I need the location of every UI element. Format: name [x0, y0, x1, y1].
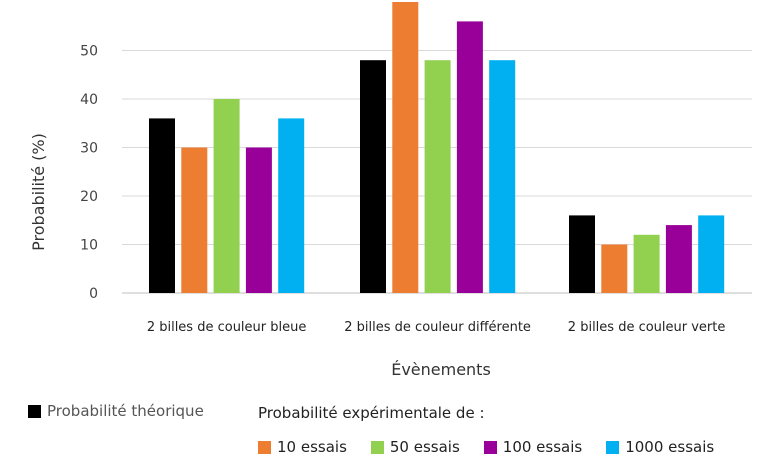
bar	[665, 225, 692, 293]
bar	[392, 2, 419, 293]
bar	[569, 215, 595, 293]
y-axis-title: Probabilité (%)	[29, 133, 48, 251]
bar	[278, 118, 305, 294]
y-tick-labels: 0 10 20 30 40 50	[80, 44, 98, 303]
y-tick-label: 20	[80, 189, 98, 205]
bar	[424, 60, 451, 294]
category-labels: 2 billes de couleur bleue 2 billes de cou…	[147, 320, 726, 335]
legend-swatch	[483, 440, 497, 454]
legend-swatch	[370, 440, 384, 454]
legend-title: Probabilité expérimentale de :	[258, 404, 485, 422]
legend-swatch	[606, 440, 620, 454]
legend-swatch	[258, 440, 271, 454]
bars	[149, 2, 725, 294]
bar	[601, 244, 628, 293]
legend-label: 10 essais	[277, 438, 347, 456]
legend-experimental-title: Probabilité expérimentale de :	[258, 404, 485, 422]
category-label: 2 billes de couleur différente	[344, 320, 531, 335]
legend-item-1000: 1000 essais	[606, 438, 714, 456]
x-axis-title: Évènements	[391, 360, 491, 379]
legend-swatch	[28, 404, 41, 418]
bar	[489, 60, 516, 294]
bar	[456, 21, 483, 294]
legend-item-50: 50 essais	[370, 438, 460, 456]
bar	[698, 215, 725, 293]
bar	[149, 118, 175, 294]
y-tick-label: 30	[80, 141, 98, 157]
legend-experimental: Probabilité expérimentale de :	[258, 404, 485, 422]
category-label: 2 billes de couleur verte	[568, 320, 726, 335]
legend-label: Probabilité théorique	[47, 402, 204, 420]
bar	[245, 147, 272, 293]
bar	[181, 147, 208, 293]
legend-item-100: 100 essais	[483, 438, 583, 456]
bar	[633, 234, 660, 293]
y-tick-label: 50	[80, 44, 98, 60]
legend-label: 1000 essais	[625, 438, 715, 456]
legend-item-10: 10 essais	[258, 438, 347, 456]
legend-label: 50 essais	[389, 438, 460, 456]
bar	[213, 99, 240, 293]
legend-item-theoretical: Probabilité théorique	[28, 402, 204, 420]
category-label: 2 billes de couleur bleue	[147, 320, 307, 335]
legend: Probabilité théorique	[28, 402, 204, 420]
y-tick-label: 40	[80, 92, 98, 108]
legend-label: 100 essais	[502, 438, 583, 456]
legend-experimental-items: 10 essais 50 essais 100 essais 1000 essa…	[258, 438, 714, 456]
bar	[360, 60, 386, 294]
y-tick-label: 10	[80, 238, 98, 254]
y-tick-label: 0	[89, 286, 98, 302]
